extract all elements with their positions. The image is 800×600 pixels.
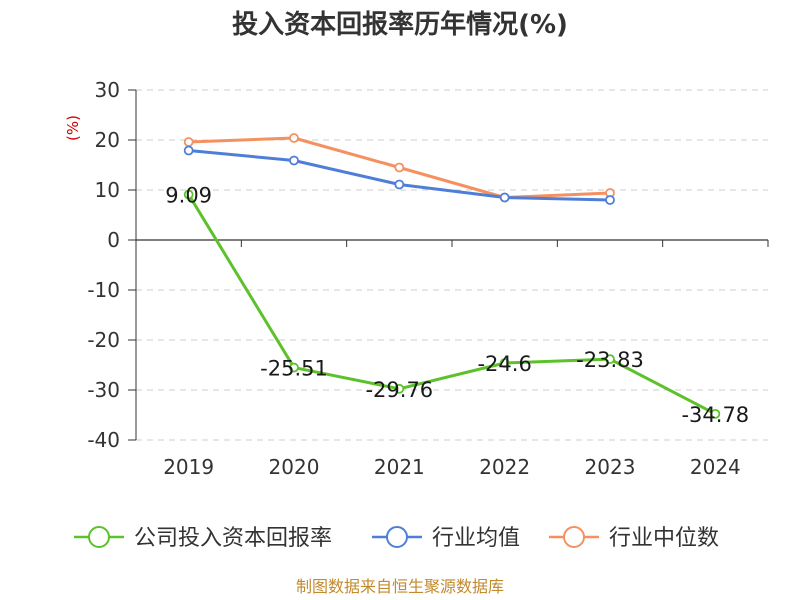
data-point [605, 354, 615, 365]
legend-label: 行业均值 [432, 526, 520, 551]
y-tick-label: 20 [95, 128, 120, 152]
data-point [394, 383, 405, 394]
y-tick-label: 0 [107, 228, 120, 252]
data-label: -34.78 [681, 403, 749, 427]
data-label: -23.83 [576, 348, 644, 372]
data-point [710, 408, 721, 419]
legend-swatch-marker [386, 526, 408, 548]
data-label: -29.76 [365, 378, 433, 402]
series-lines [183, 133, 721, 419]
data-point [183, 189, 194, 200]
y-tick-label: -40 [87, 428, 120, 452]
data-point [289, 155, 299, 166]
series-line-0 [187, 193, 717, 416]
y-tick-label: -20 [87, 328, 120, 352]
data-label: 9.09 [165, 184, 212, 208]
x-tick-label: 2019 [163, 455, 214, 479]
data-point [499, 192, 510, 203]
data-point [394, 179, 405, 190]
legend-swatch-marker [88, 526, 110, 548]
chart-title: 投入资本回报率历年情况(%) [232, 9, 568, 40]
axes: 30 20 10 0 -10 -20 -30 -40 2019 2020 2021 2022 2023 2… [87, 78, 769, 479]
data-point [289, 133, 299, 143]
x-tick-label: 2023 [585, 455, 636, 479]
legend-label: 公司投入资本回报率 [134, 526, 332, 551]
data-point [499, 358, 510, 368]
y-tick-label: 30 [95, 78, 120, 102]
y-tick-label: -10 [87, 278, 120, 302]
data-label: -24.6 [477, 352, 531, 376]
y-tick-label: 10 [95, 178, 120, 202]
data-labels: 9.09 -25.51 -29.76 -24.6 -23.83 -34.78 [165, 184, 749, 427]
data-label: -25.51 [260, 357, 328, 381]
data-point [289, 362, 299, 373]
legend-swatch-marker [563, 526, 585, 548]
data-point [183, 145, 194, 156]
data-point [394, 162, 405, 173]
x-tick-label: 2021 [374, 455, 425, 479]
legend: 公司投入资本回报率 行业均值 行业中位数 [74, 526, 719, 551]
source-note: 制图数据来自恒生聚源数据库 [296, 577, 504, 596]
y-axis-unit-label: (%) [64, 115, 82, 141]
legend-label: 行业中位数 [609, 526, 719, 551]
series-line-1 [188, 149, 611, 202]
x-tick-label: 2020 [269, 455, 320, 479]
x-tick-label: 2024 [690, 455, 741, 479]
data-point [605, 195, 615, 205]
data-point [183, 137, 194, 147]
y-tick-label: -30 [87, 378, 120, 402]
x-tick-label: 2022 [479, 455, 530, 479]
